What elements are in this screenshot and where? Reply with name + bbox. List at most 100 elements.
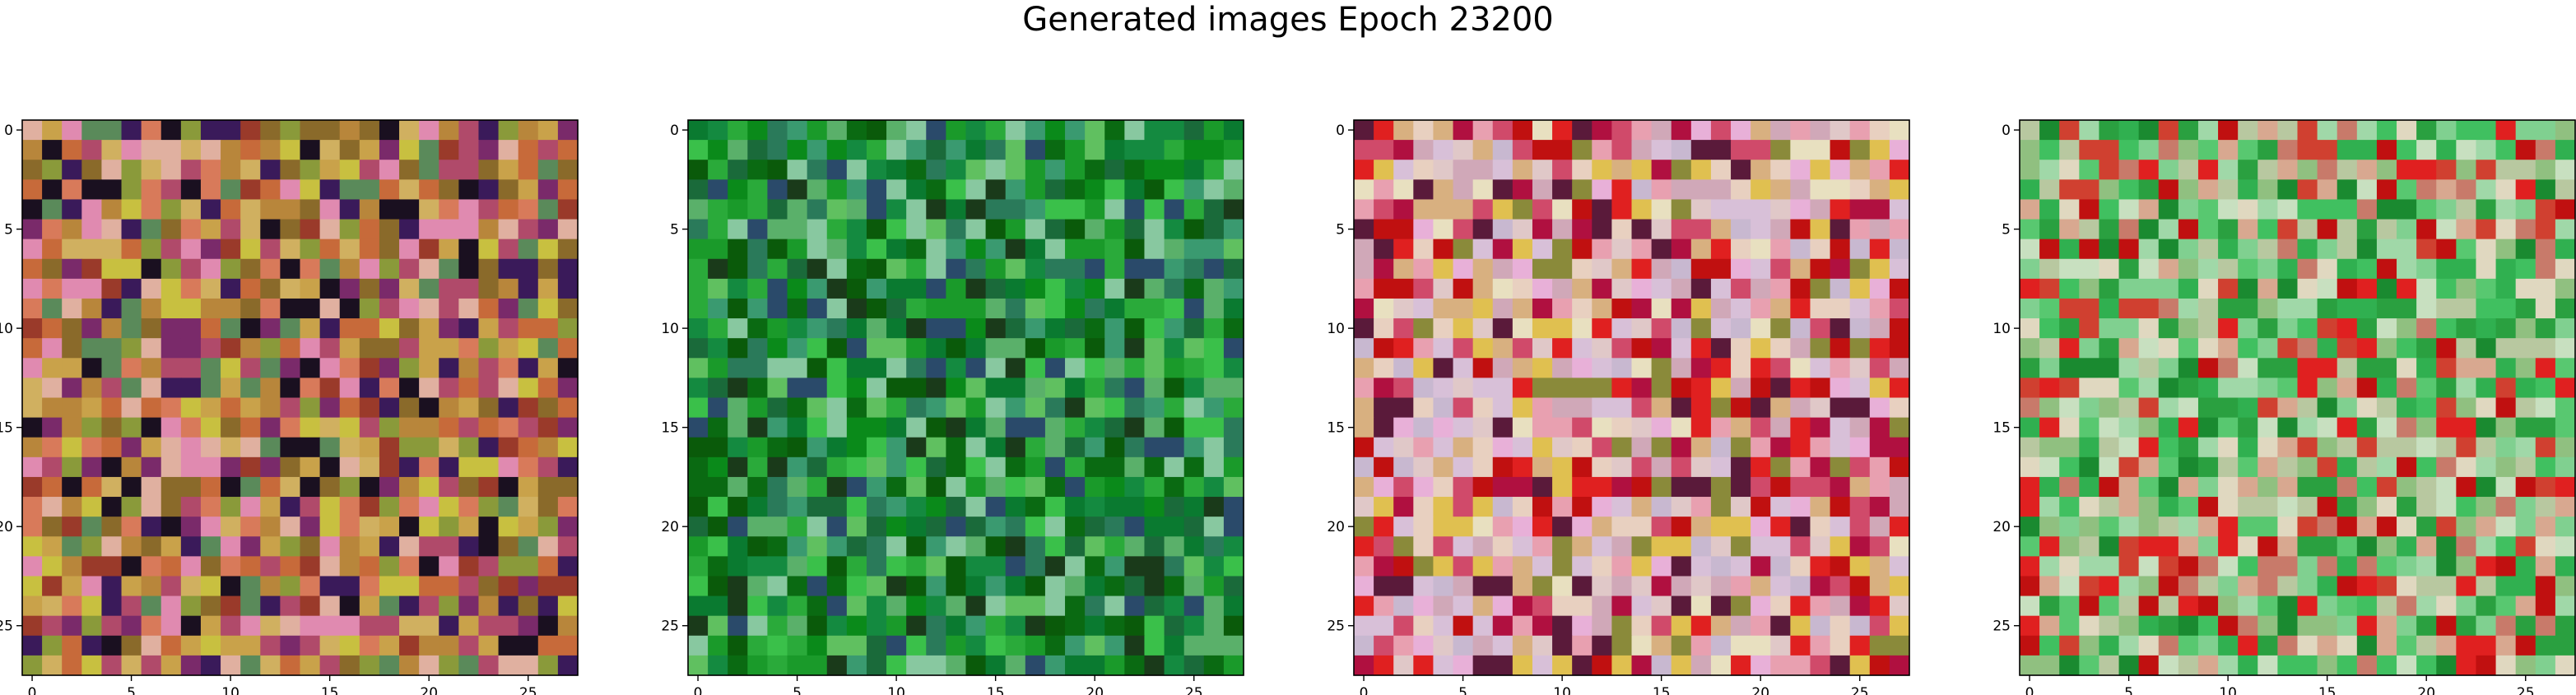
pixel-cell (22, 220, 43, 240)
pixel-cell (81, 318, 102, 339)
pixel-cell (986, 140, 1007, 160)
pixel-cell (1770, 199, 1791, 220)
pixel-cell (22, 398, 43, 419)
pixel-cell (2436, 140, 2457, 160)
pixel-cell (2377, 318, 2397, 339)
pixel-cell (1204, 318, 1225, 339)
pixel-cell (518, 120, 539, 141)
pixel-cell (807, 239, 828, 260)
pixel-cell (1790, 160, 1811, 180)
pixel-cell (1870, 418, 1890, 438)
pixel-cell (2139, 596, 2160, 617)
pixel-cell (1006, 556, 1026, 577)
pixel-cell (1890, 259, 1910, 280)
pixel-cell (1354, 179, 1374, 200)
pixel-cell (320, 636, 341, 656)
pixel-cell (142, 179, 162, 200)
pixel-cell (2159, 596, 2179, 617)
pixel-cell (2099, 636, 2119, 656)
pixel-cell (2059, 358, 2080, 378)
pixel-cell (181, 199, 202, 220)
pixel-cell (1513, 438, 1533, 458)
pixel-cell (1611, 318, 1632, 339)
pixel-cell (1104, 259, 1125, 280)
pixel-cell (300, 199, 321, 220)
pixel-cell (42, 536, 63, 557)
pixel-cell (2298, 477, 2318, 498)
pixel-cell (122, 497, 142, 517)
pixel-cell (2079, 497, 2099, 517)
pixel-cell (2257, 517, 2278, 537)
pixel-cell (1810, 338, 1830, 359)
pixel-cell (1751, 318, 1771, 339)
y-tick-label: 15 (1327, 420, 1345, 437)
pixel-cell (2516, 160, 2536, 180)
pixel-cell (2555, 418, 2576, 438)
pixel-cell (499, 220, 519, 240)
pixel-cell (906, 318, 927, 339)
pixel-cell (946, 517, 966, 537)
pixel-cell (1572, 318, 1593, 339)
pixel-cell (1731, 140, 1751, 160)
pixel-cell (2357, 140, 2378, 160)
pixel-cell (499, 318, 519, 339)
pixel-cell (2020, 378, 2040, 398)
pixel-cell (1572, 556, 1593, 577)
pixel-cell (1850, 120, 1871, 141)
pixel-cell (1711, 318, 1732, 339)
pixel-cell (1493, 477, 1514, 498)
pixel-cell (1393, 199, 1414, 220)
pixel-cell (2099, 318, 2119, 339)
pixel-cell (1045, 398, 1066, 419)
pixel-cell (1691, 616, 1712, 637)
pixel-cell (2218, 438, 2239, 458)
pixel-cell (1204, 299, 1225, 319)
pixel-cell (788, 398, 808, 419)
pixel-cell (2039, 477, 2060, 498)
pixel-cell (1513, 636, 1533, 656)
pixel-cell (42, 140, 63, 160)
pixel-cell (688, 636, 709, 656)
pixel-cell (458, 279, 479, 299)
pixel-cell (2555, 318, 2576, 339)
pixel-cell (1890, 418, 1910, 438)
pixel-cell (181, 438, 202, 458)
pixel-cell (1393, 497, 1414, 517)
pixel-cell (886, 596, 907, 617)
pixel-cell (1224, 199, 1244, 220)
pixel-cell (906, 418, 927, 438)
pixel-cell (379, 576, 400, 596)
pixel-cell (181, 239, 202, 260)
pixel-cell (1751, 636, 1771, 656)
pixel-cell (320, 596, 341, 617)
pixel-cell (1632, 556, 1653, 577)
pixel-cell (2377, 576, 2397, 596)
pixel-cell (360, 259, 380, 280)
pixel-cell (906, 160, 927, 180)
pixel-cell (1572, 536, 1593, 557)
pixel-cell (2536, 457, 2556, 478)
pixel-cell (2298, 199, 2318, 220)
pixel-cell (2059, 239, 2080, 260)
pixel-cell (1532, 338, 1553, 359)
pixel-cell (1850, 438, 1871, 458)
pixel-cell (886, 299, 907, 319)
pixel-cell (1870, 358, 1890, 378)
pixel-cell (2159, 616, 2179, 637)
pixel-cell (807, 220, 828, 240)
pixel-cell (1065, 656, 1086, 676)
pixel-cell (1433, 338, 1453, 359)
pixel-cell (2198, 378, 2219, 398)
pixel-cell (1413, 477, 1434, 498)
pixel-cell (2357, 199, 2378, 220)
pixel-cell (847, 358, 867, 378)
pixel-cell (867, 220, 887, 240)
pixel-cell (2119, 378, 2140, 398)
pixel-cell (1711, 378, 1732, 398)
pixel-cell (1085, 556, 1105, 577)
pixel-cell (1065, 398, 1086, 419)
pixel-cell (767, 279, 788, 299)
pixel-cell (260, 279, 281, 299)
pixel-cell (926, 220, 946, 240)
pixel-cell (2119, 160, 2140, 180)
